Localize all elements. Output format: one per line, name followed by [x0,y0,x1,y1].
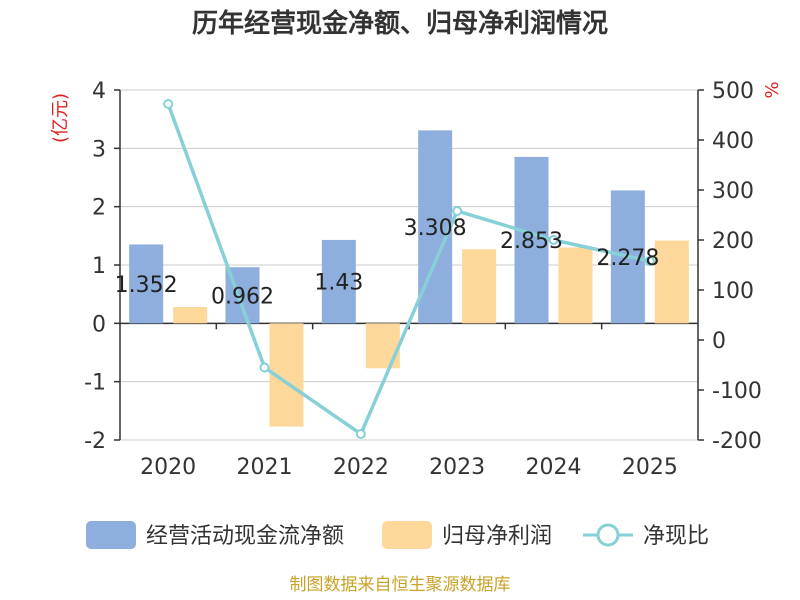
ratio-point [644,256,655,266]
bars [129,130,689,427]
ratio-point [163,99,174,109]
cashflow-data-label: 3.308 [404,216,467,241]
left-tick-label: 2 [92,196,106,221]
left-tick-label: -2 [84,429,106,454]
source-note: 制图数据来自恒生聚源数据库 [290,575,511,595]
left-tick-label: 4 [92,79,106,104]
x-tick-label: 2022 [333,455,389,480]
legend-net-profit-label: 归母净利润 [442,524,552,549]
legend-ratio[interactable]: 净现比 [583,523,709,549]
cashflow-data-label: 1.352 [115,273,178,298]
ratio-line-path [166,103,651,437]
cashflow-bar [129,244,164,324]
ratio-point [259,362,270,373]
legend-cashflow[interactable]: 经营活动现金流净额 [86,521,344,549]
cashflow-data-label: 2.853 [500,229,563,254]
left-tick-label: -1 [84,371,106,396]
x-tick-label: 2020 [140,455,196,480]
net-profit-bar [365,323,400,369]
right-tick-label: 100 [712,279,754,304]
ratio-point [355,429,366,439]
net-profit-bar [558,247,593,324]
legend-net-profit-swatch [382,521,432,549]
chart-title: 历年经营现金净额、归母净利润情况 [192,8,608,39]
left-tick-label: 3 [92,137,106,162]
net-profit-bar [462,249,497,324]
x-tick-label: 2025 [622,455,678,480]
right-tick-label: 500 [712,79,754,104]
cashflow-data-label: 2.278 [596,246,659,271]
legend-ratio-swatch-marker [596,523,620,547]
right-tick-label: 400 [712,129,754,154]
left-tick-label: 1 [92,254,106,279]
x-tick-label: 2023 [429,455,485,480]
cashflow-data-label: 1.43 [314,271,363,296]
net-profit-bar [654,240,689,324]
axes: 4 3 2 1 0 -1 -2 500 400 300 200 100 0 -100 -200 2020 202… [84,79,762,480]
cashflow-bar [321,239,356,324]
legend-net-profit[interactable]: 归母净利润 [382,521,552,549]
left-tick-label: 0 [92,312,106,337]
net-profit-bar [173,307,208,324]
cashflow-bar [514,156,549,324]
ratio-point [548,235,559,245]
legend-ratio-label: 净现比 [643,524,709,549]
ratio-line [163,99,655,439]
right-tick-label: 0 [712,329,726,354]
legend[interactable]: 经营活动现金流净额 归母净利润 净现比 [86,521,709,549]
right-tick-label: -100 [712,379,762,404]
legend-cashflow-label: 经营活动现金流净额 [146,524,344,549]
legend-cashflow-swatch [86,521,136,549]
right-tick-label: 200 [712,229,754,254]
data-labels: 1.352 0.962 1.43 3.308 2.853 2.278 [115,216,660,309]
cashflow-data-label: 0.962 [211,284,274,309]
x-tick-label: 2024 [526,455,582,480]
right-tick-label: -200 [712,429,762,454]
right-axis-unit: % [762,81,783,98]
left-axis-unit: (亿元) [50,93,71,143]
x-tick-label: 2021 [237,455,293,480]
ratio-point [452,206,463,216]
right-tick-label: 300 [712,179,754,204]
